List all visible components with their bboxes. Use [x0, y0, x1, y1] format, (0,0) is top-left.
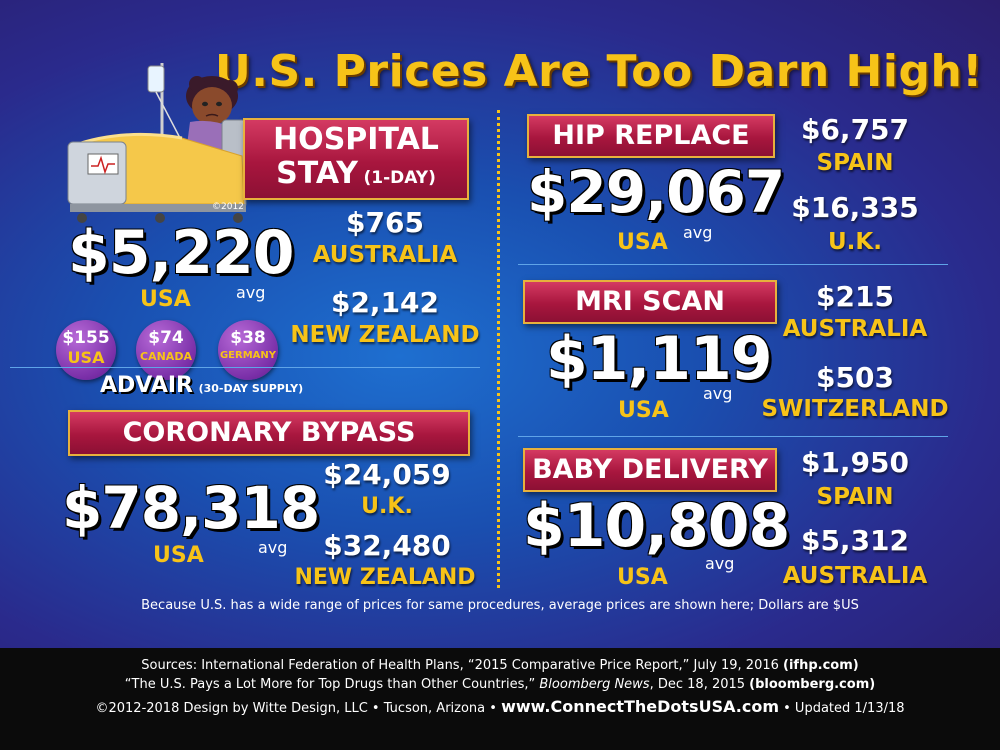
advair-label-suffix: (30-DAY SUPPLY) — [198, 382, 304, 395]
mri-scan-label: MRI SCAN — [523, 280, 777, 324]
mri-compare-country-1: AUSTRALIA — [782, 316, 928, 342]
hip-compare-country-1: SPAIN — [816, 150, 894, 176]
mri-usa-price: $1,119 — [546, 324, 773, 394]
center-divider — [497, 110, 500, 588]
hip-avg-label: avg — [683, 223, 713, 242]
source-2-text: “The U.S. Pays a Lot More for Top Drugs … — [124, 677, 540, 692]
left-divider-1 — [10, 367, 480, 368]
hip-compare-price-2: $16,335 — [791, 191, 919, 224]
baby-usa-price: $10,808 — [523, 491, 790, 561]
hospital-compare-price-1: $765 — [346, 206, 424, 239]
hospital-label-suffix: (1-DAY) — [363, 168, 436, 188]
updated-date: • Updated 1/13/18 — [779, 701, 905, 716]
hip-compare-price-1: $6,757 — [800, 113, 910, 146]
hip-replace-label: HIP REPLACE — [527, 114, 775, 158]
advair-price-usa: $155 — [62, 328, 110, 348]
right-divider-1 — [518, 264, 948, 265]
advair-circle-germany: $38 GERMANY — [218, 320, 278, 380]
baby-compare-price-1: $1,950 — [800, 446, 910, 479]
iv-drip-icon — [147, 65, 165, 93]
baby-delivery-label: BABY DELIVERY — [523, 448, 777, 492]
source-2-date: , Dec 18, 2015 — [649, 677, 750, 692]
baby-avg-label: avg — [705, 554, 735, 573]
face — [192, 87, 232, 125]
bypass-compare-price-1: $24,059 — [323, 458, 451, 491]
bypass-avg-label: avg — [258, 538, 288, 557]
source-2-publication: Bloomberg News — [539, 677, 650, 692]
hospital-compare-country-1: AUSTRALIA — [312, 242, 458, 268]
hospital-label-line1: HOSPITAL — [273, 122, 439, 157]
hospital-compare-country-2: NEW ZEALAND — [290, 322, 480, 348]
hip-usa-label: USA — [617, 230, 668, 255]
mri-compare-country-2: SWITZERLAND — [761, 396, 949, 422]
bypass-compare-price-2: $32,480 — [323, 529, 451, 562]
bypass-compare-country-2: NEW ZEALAND — [294, 565, 476, 590]
coronary-bypass-label: CORONARY BYPASS — [68, 410, 470, 456]
bypass-usa-price: $78,318 — [62, 474, 320, 542]
mri-compare-price-1: $215 — [816, 280, 894, 313]
hospital-compare-price-2: $2,142 — [330, 286, 440, 319]
source-line-2: “The U.S. Pays a Lot More for Top Drugs … — [0, 677, 1000, 692]
advair-country-canada: CANADA — [140, 350, 192, 363]
mri-avg-label: avg — [703, 384, 733, 403]
advair-price-canada: $74 — [148, 328, 184, 348]
hospital-usa-price: $5,220 — [68, 218, 295, 288]
illustration-copyright: ©2012 — [212, 202, 244, 212]
hospital-stay-label: HOSPITAL STAY (1-DAY) — [243, 118, 469, 200]
credits-line: ©2012-2018 Design by Witte Design, LLC •… — [0, 697, 1000, 716]
baby-compare-country-2: AUSTRALIA — [782, 563, 928, 589]
source-1-link[interactable]: (ifhp.com) — [783, 658, 859, 673]
credits-text: ©2012-2018 Design by Witte Design, LLC •… — [95, 701, 502, 716]
hospital-label-line2: STAY — [276, 156, 358, 191]
hospital-usa-label: USA — [140, 287, 191, 312]
hospital-avg-label: avg — [236, 283, 266, 302]
source-2-link[interactable]: (bloomberg.com) — [749, 677, 876, 692]
bypass-compare-country-1: U.K. — [361, 494, 413, 519]
baby-compare-price-2: $5,312 — [800, 524, 910, 557]
bypass-usa-label: USA — [153, 543, 204, 568]
hospital-bed-illustration — [67, 63, 247, 223]
hip-compare-country-2: U.K. — [828, 229, 882, 255]
right-divider-2 — [518, 436, 948, 437]
website-link[interactable]: www.ConnectTheDotsUSA.com — [501, 697, 779, 716]
infographic-canvas: U.S. Prices Are Too Darn High! ©2012 — [0, 0, 1000, 648]
advair-price-germany: $38 — [230, 328, 266, 348]
advair-circle-canada: $74 CANADA — [136, 320, 196, 380]
advair-label: ADVAIR (30-DAY SUPPLY) — [100, 373, 303, 398]
baby-compare-country-1: SPAIN — [816, 484, 894, 510]
source-1-text: Sources: International Federation of Hea… — [141, 658, 784, 673]
hip-usa-price: $29,067 — [527, 158, 785, 226]
advair-country-usa: USA — [67, 348, 105, 367]
baby-usa-label: USA — [617, 565, 668, 590]
price-note: Because U.S. has a wide range of prices … — [141, 598, 859, 613]
advair-circle-usa: $155 USA — [56, 320, 116, 380]
advair-label-name: ADVAIR — [100, 373, 193, 398]
mri-usa-label: USA — [618, 398, 669, 423]
mri-compare-price-2: $503 — [816, 361, 894, 394]
advair-country-germany: GERMANY — [219, 350, 277, 361]
source-line-1: Sources: International Federation of Hea… — [0, 658, 1000, 673]
sources-footer: Sources: International Federation of Hea… — [0, 648, 1000, 750]
page-title: U.S. Prices Are Too Darn High! — [215, 46, 983, 97]
